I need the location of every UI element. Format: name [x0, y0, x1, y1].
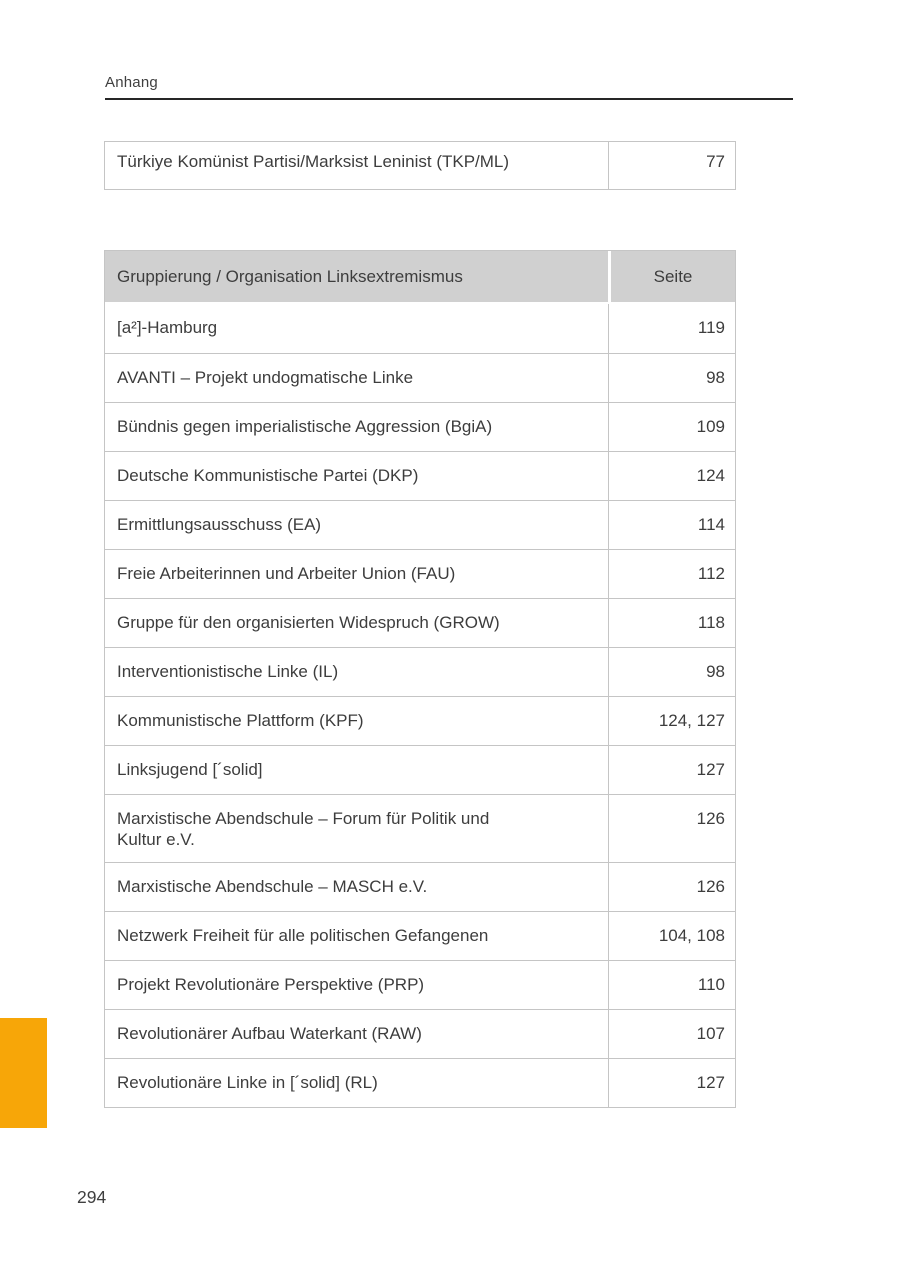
page-cell: 98: [608, 354, 735, 402]
page-column-header: Seite: [608, 251, 735, 302]
org-name-cell: [a²]-Hamburg: [117, 318, 218, 337]
org-name-cell: Marxistische Abendschule – Forum für Pol…: [117, 809, 490, 849]
table-row: Deutsche Kommunistische Partei (DKP) 124: [105, 451, 735, 500]
table-row: Türkiye Komünist Partisi/Marksist Lenini…: [105, 142, 735, 189]
page-edge-accent-block: [0, 1018, 47, 1128]
table-row: Revolutionärer Aufbau Waterkant (RAW) 10…: [105, 1009, 735, 1058]
page-cell: 109: [608, 403, 735, 451]
org-name-cell: Deutsche Kommunistische Partei (DKP): [117, 466, 419, 485]
org-column-header: Gruppierung / Organisation Linksextremis…: [117, 267, 463, 286]
table-row: Interventionistische Linke (IL) 98: [105, 647, 735, 696]
table-row: [a²]-Hamburg 119: [105, 304, 735, 353]
org-name-cell: Marxistische Abendschule – MASCH e.V.: [117, 877, 428, 896]
table-row: Bündnis gegen imperialistische Aggressio…: [105, 402, 735, 451]
org-name-cell: Projekt Revolutionäre Perspektive (PRP): [117, 975, 425, 994]
table-row: Netzwerk Freiheit für alle politischen G…: [105, 911, 735, 960]
main-table: Gruppierung / Organisation Linksextremis…: [104, 250, 736, 1108]
page-cell: 77: [608, 142, 735, 189]
table-row: Marxistische Abendschule – MASCH e.V. 12…: [105, 862, 735, 911]
running-header: Anhang: [105, 74, 158, 91]
org-name-cell: Interventionistische Linke (IL): [117, 662, 339, 681]
header-rule: [105, 98, 793, 100]
continuation-table: Türkiye Komünist Partisi/Marksist Lenini…: [104, 141, 736, 190]
page-cell: 119: [608, 304, 735, 353]
page-cell: 118: [608, 599, 735, 647]
page-cell: 107: [608, 1010, 735, 1058]
org-name-cell: AVANTI – Projekt undogmatische Linke: [117, 368, 414, 387]
main-table-body: [a²]-Hamburg 119 AVANTI – Projekt undogm…: [105, 304, 735, 1107]
table-row: Revolutionäre Linke in [´solid] (RL) 127: [105, 1058, 735, 1107]
table-row: Marxistische Abendschule – Forum für Pol…: [105, 794, 735, 862]
table-row: Projekt Revolutionäre Perspektive (PRP) …: [105, 960, 735, 1009]
org-name-cell: Bündnis gegen imperialistische Aggressio…: [117, 417, 493, 436]
main-table-header-row: Gruppierung / Organisation Linksextremis…: [105, 251, 735, 304]
org-name-cell: Revolutionäre Linke in [´solid] (RL): [117, 1073, 378, 1092]
table-row: Ermittlungsausschuss (EA) 114: [105, 500, 735, 549]
page-number: 294: [77, 1187, 107, 1207]
org-name-cell: Kommunistische Plattform (KPF): [117, 711, 364, 730]
page-cell: 126: [608, 863, 735, 911]
page-cell: 112: [608, 550, 735, 598]
org-name-cell: Freie Arbeiterinnen und Arbeiter Union (…: [117, 564, 456, 583]
table-row: Kommunistische Plattform (KPF) 124, 127: [105, 696, 735, 745]
page-cell: 104, 108: [608, 912, 735, 960]
table-row: Gruppe für den organisierten Widespruch …: [105, 598, 735, 647]
page-cell: 127: [608, 746, 735, 794]
org-name-cell: Netzwerk Freiheit für alle politischen G…: [117, 926, 489, 945]
org-name-cell: Ermittlungsausschuss (EA): [117, 515, 322, 534]
org-name-cell: Revolutionärer Aufbau Waterkant (RAW): [117, 1024, 422, 1043]
org-name-cell: Türkiye Komünist Partisi/Marksist Lenini…: [117, 152, 510, 171]
page-cell: 98: [608, 648, 735, 696]
table-row: Linksjugend [´solid] 127: [105, 745, 735, 794]
org-name-cell: Linksjugend [´solid]: [117, 760, 263, 779]
page-cell: 126: [608, 795, 735, 862]
org-name-cell: Gruppe für den organisierten Widespruch …: [117, 613, 500, 632]
table-row: Freie Arbeiterinnen und Arbeiter Union (…: [105, 549, 735, 598]
page-cell: 124: [608, 452, 735, 500]
page-cell: 124, 127: [608, 697, 735, 745]
page-cell: 114: [608, 501, 735, 549]
table-row: AVANTI – Projekt undogmatische Linke 98: [105, 353, 735, 402]
page-cell: 110: [608, 961, 735, 1009]
page-cell: 127: [608, 1059, 735, 1107]
